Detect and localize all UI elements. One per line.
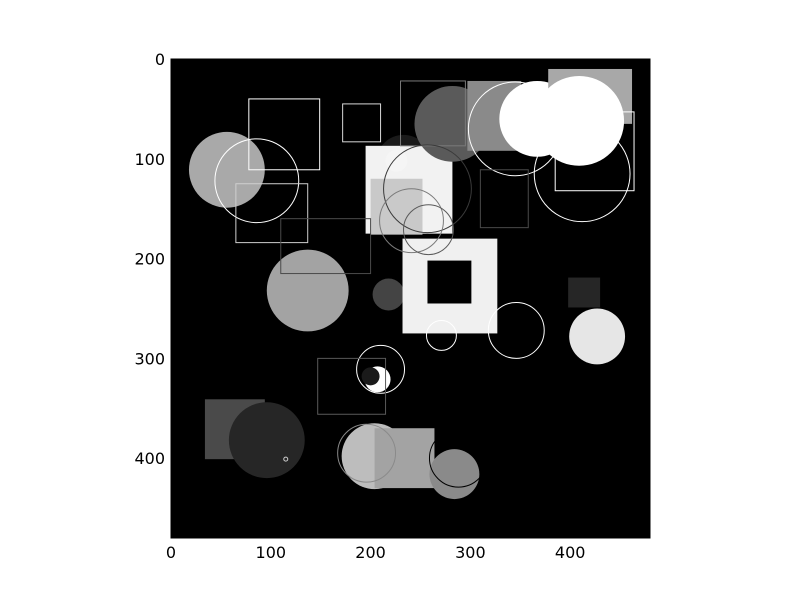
outline-rect-3 [342,103,382,143]
image-layer [188,68,635,500]
filled-circle-0 [188,131,265,208]
y-tick-label-4: 400 [134,449,165,468]
outline-rect-0 [248,98,321,171]
outline-rect-4 [400,80,466,147]
plot-frame [170,58,651,539]
filled-rect-21 [374,428,435,489]
filled-circle-11 [534,75,625,166]
y-tick-label-1: 100 [134,150,165,169]
filled-rect-15 [427,260,472,304]
filled-circle-17 [569,308,626,365]
filled-circle-2 [228,402,305,479]
y-tick-label-3: 300 [134,349,165,368]
x-tick-label-3: 300 [455,543,486,562]
outline-rect-11 [479,169,529,229]
outline-circle-16 [337,423,397,483]
outline-circle-13 [425,319,457,351]
outline-rect-7 [554,111,635,192]
outline-circle-5 [467,81,563,177]
x-tick-label-2: 200 [355,543,386,562]
y-tick-label-2: 200 [134,250,165,269]
filled-rect-16 [568,277,601,308]
filled-circle-22 [429,449,480,500]
outline-circle-18 [283,456,289,462]
filled-circle-19 [361,367,380,386]
filled-circle-13 [372,278,405,311]
outline-circle-17 [428,428,488,488]
outline-circle-8 [383,144,472,234]
outline-circle-12 [487,301,545,359]
outline-rect-19 [280,218,372,275]
outline-rect-15 [317,357,387,415]
filled-circle-12 [266,249,349,332]
x-tick-label-1: 100 [256,543,287,562]
x-axis: 0 100 200 300 400 [166,534,586,562]
outline-circle-1 [214,138,300,224]
y-tick-label-0: 0 [155,50,165,69]
outline-circle-10 [403,204,454,256]
outline-circle-6 [533,125,631,223]
outline-circle-14 [356,344,406,394]
x-tick-label-0: 0 [166,543,176,562]
x-tick-label-4: 400 [555,543,586,562]
filled-rect-5 [370,178,423,235]
y-axis: 0 100 200 300 400 [134,50,175,468]
filled-circle-6 [385,149,408,172]
outline-rect-2 [235,183,309,244]
outline-circle-9 [379,188,444,254]
